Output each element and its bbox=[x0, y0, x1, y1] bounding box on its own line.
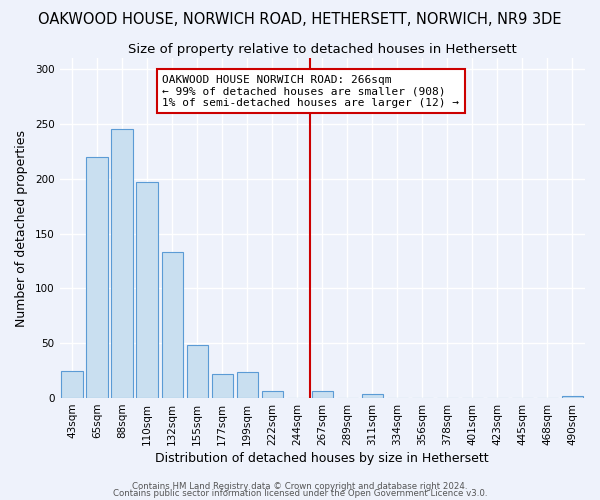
Text: OAKWOOD HOUSE, NORWICH ROAD, HETHERSETT, NORWICH, NR9 3DE: OAKWOOD HOUSE, NORWICH ROAD, HETHERSETT,… bbox=[38, 12, 562, 28]
Bar bbox=[262, 392, 283, 398]
Text: Contains HM Land Registry data © Crown copyright and database right 2024.: Contains HM Land Registry data © Crown c… bbox=[132, 482, 468, 491]
X-axis label: Distribution of detached houses by size in Hethersett: Distribution of detached houses by size … bbox=[155, 452, 489, 465]
Y-axis label: Number of detached properties: Number of detached properties bbox=[15, 130, 28, 326]
Bar bbox=[61, 370, 83, 398]
Bar bbox=[362, 394, 383, 398]
Text: Contains public sector information licensed under the Open Government Licence v3: Contains public sector information licen… bbox=[113, 490, 487, 498]
Bar bbox=[311, 392, 333, 398]
Bar bbox=[187, 346, 208, 398]
Bar bbox=[136, 182, 158, 398]
Bar bbox=[562, 396, 583, 398]
Bar bbox=[212, 374, 233, 398]
Bar bbox=[112, 130, 133, 398]
Bar bbox=[161, 252, 183, 398]
Text: OAKWOOD HOUSE NORWICH ROAD: 266sqm
← 99% of detached houses are smaller (908)
1%: OAKWOOD HOUSE NORWICH ROAD: 266sqm ← 99%… bbox=[162, 74, 459, 108]
Bar bbox=[86, 157, 108, 398]
Bar bbox=[236, 372, 258, 398]
Title: Size of property relative to detached houses in Hethersett: Size of property relative to detached ho… bbox=[128, 42, 517, 56]
